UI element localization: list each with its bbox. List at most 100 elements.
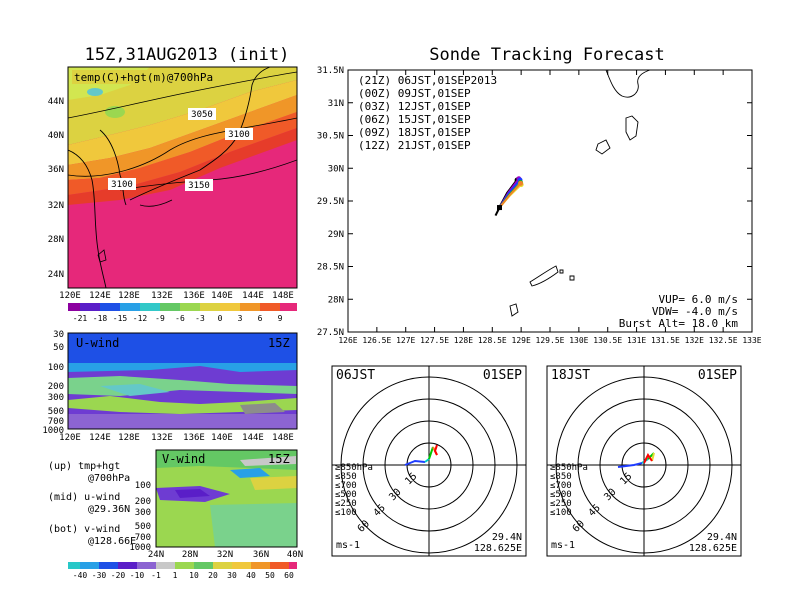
left-title: 15Z,31AUG2013 (init) — [85, 45, 290, 65]
contour-label: 3100 — [111, 180, 133, 190]
hodograph-segment — [617, 462, 643, 468]
track-lon-tick: 132.5E — [709, 336, 738, 345]
temp-colorbar-label: -3 — [195, 314, 205, 323]
vwind-p-tick: 200 — [135, 497, 151, 507]
track-lat-tick: 28N — [328, 295, 344, 305]
param-burst: Burst Alt= 18.0 km — [619, 317, 739, 330]
map-lat-ticks: 44N 40N 36N 32N 28N 24N — [48, 97, 64, 280]
polar-level-legend: ≤500 — [550, 490, 572, 500]
launch-point — [497, 205, 502, 211]
wind-colorbar-label: 30 — [227, 571, 237, 580]
track-lat-tick: 27.5N — [317, 328, 344, 338]
uwind-lon-tick: 128E — [118, 433, 140, 443]
polar-lat: 29.4N — [707, 532, 737, 543]
note-up: (up) tmp+hgt — [48, 461, 120, 472]
contour-labels: 3050 3100 3100 3150 — [108, 108, 253, 191]
map-lat-tick: 40N — [48, 131, 64, 141]
contour-label: 3050 — [191, 110, 213, 120]
temp-colorbar-label: -21 — [73, 314, 88, 323]
vwind-label: V-wind — [162, 452, 205, 466]
vwind-lat-ticks: 24N 28N 32N 36N 40N — [148, 550, 303, 560]
uwind-lon-tick: 136E — [183, 433, 205, 443]
uwind-p-tick: 1000 — [42, 426, 64, 436]
wind-colorbar-label: 1 — [173, 571, 178, 580]
track-lon-tick: 131.5E — [651, 336, 680, 345]
polar-time: 18JST — [551, 368, 590, 383]
temp-colorbar-label: 6 — [258, 314, 263, 323]
track-lat-tick: 28.5N — [317, 263, 344, 273]
polar-level-legend: ≤250 — [550, 499, 572, 509]
map-lat-tick: 32N — [48, 201, 64, 211]
note-mid-sub: @29.36N — [88, 504, 130, 515]
island — [625, 115, 639, 141]
hodograph-segment — [404, 459, 426, 466]
track-legend: (21Z) 06JST,01SEP2013 (00Z) 09JST,01SEP … — [358, 74, 497, 152]
vwind-lat-tick: 32N — [217, 550, 233, 560]
vwind-section — [156, 450, 297, 547]
panel-notes: (up) tmp+hgt @700hPa (mid) u-wind @29.36… — [48, 461, 136, 547]
temp-colorbar-label: -15 — [113, 314, 128, 323]
map-lon-tick: 148E — [272, 291, 294, 301]
polar-lon: 128.625E — [474, 543, 522, 554]
uwind-lon-tick: 144E — [242, 433, 264, 443]
uwind-time: 15Z — [268, 336, 290, 350]
track-lon-tick: 126.5E — [362, 336, 391, 345]
track-map — [347, 69, 753, 333]
temp-colorbar-label: 3 — [238, 314, 243, 323]
uwind-lon-tick: 140E — [211, 433, 233, 443]
map-lon-tick: 144E — [242, 291, 264, 301]
island — [569, 275, 575, 281]
note-bot: (bot) v-wind — [48, 524, 120, 535]
uwind-lon-tick: 148E — [272, 433, 294, 443]
polar-level-legend: ≤850 — [550, 472, 572, 482]
wind-colorbar-label: 40 — [246, 571, 256, 580]
uwind-p-tick: 700 — [48, 417, 64, 427]
track-lon-tick: 127.5E — [420, 336, 449, 345]
vwind-lat-tick: 40N — [287, 550, 303, 560]
track-lon-tick: 128E — [454, 336, 473, 345]
polar-level-legend: ≤100 — [335, 508, 357, 518]
vwind-lat-tick: 28N — [182, 550, 198, 560]
polar-level-legend: ≤700 — [335, 481, 357, 491]
map-lat-tick: 44N — [48, 97, 64, 107]
track-line — [498, 182, 522, 209]
track-params: VUP= 6.0 m/s VDW= -4.0 m/s Burst Alt= 18… — [619, 293, 739, 330]
map-frame — [67, 66, 298, 289]
track-series — [494, 176, 524, 216]
uwind-p-tick: 200 — [48, 382, 64, 392]
wind-colorbar-label: -20 — [111, 571, 126, 580]
polar-unit: ms-1 — [551, 540, 575, 551]
note-up-sub: @700hPa — [88, 473, 130, 484]
track-lon-tick: 132E — [685, 336, 704, 345]
island — [509, 303, 519, 317]
track-lat-tick: 31.5N — [317, 66, 344, 76]
temp-colorbar-label: 0 — [218, 314, 223, 323]
wind-colorbar-label: -40 — [73, 571, 88, 580]
wind-colorbar-label: -1 — [151, 571, 161, 580]
uwind-p-tick: 30 — [53, 330, 64, 340]
track-lon-tick: 129.5E — [536, 336, 565, 345]
track-legend-item: (09Z) 18JST,01SEP — [358, 126, 471, 139]
map-label-bg — [72, 70, 222, 84]
wind-colorbar-label: 50 — [265, 571, 275, 580]
track-lon-tick: 129E — [512, 336, 531, 345]
polar-lat: 29.4N — [492, 532, 522, 543]
vwind-frame — [155, 449, 298, 548]
map-lon-tick: 136E — [183, 291, 205, 301]
polar-level-legend: ≤500 — [335, 490, 357, 500]
track-legend-item: (06Z) 15JST,01SEP — [358, 113, 471, 126]
coastline — [605, 69, 651, 98]
hodograph-segment — [428, 446, 434, 460]
uwind-p-tick: 100 — [48, 363, 64, 373]
polar-level-legend: ≤100 — [550, 508, 572, 518]
vwind-lat-tick: 24N — [148, 550, 164, 560]
polar-lon: 128.625E — [689, 543, 737, 554]
track-lon-tick: 126E — [338, 336, 357, 345]
temp-colorbar-label: -18 — [93, 314, 108, 323]
uwind-frame — [67, 332, 298, 430]
vwind-p-tick: 1000 — [129, 543, 151, 553]
note-bot-sub: @128.66E — [88, 536, 136, 547]
uwind-label: U-wind — [76, 336, 119, 350]
wind-colorbar-label: 60 — [284, 571, 294, 580]
